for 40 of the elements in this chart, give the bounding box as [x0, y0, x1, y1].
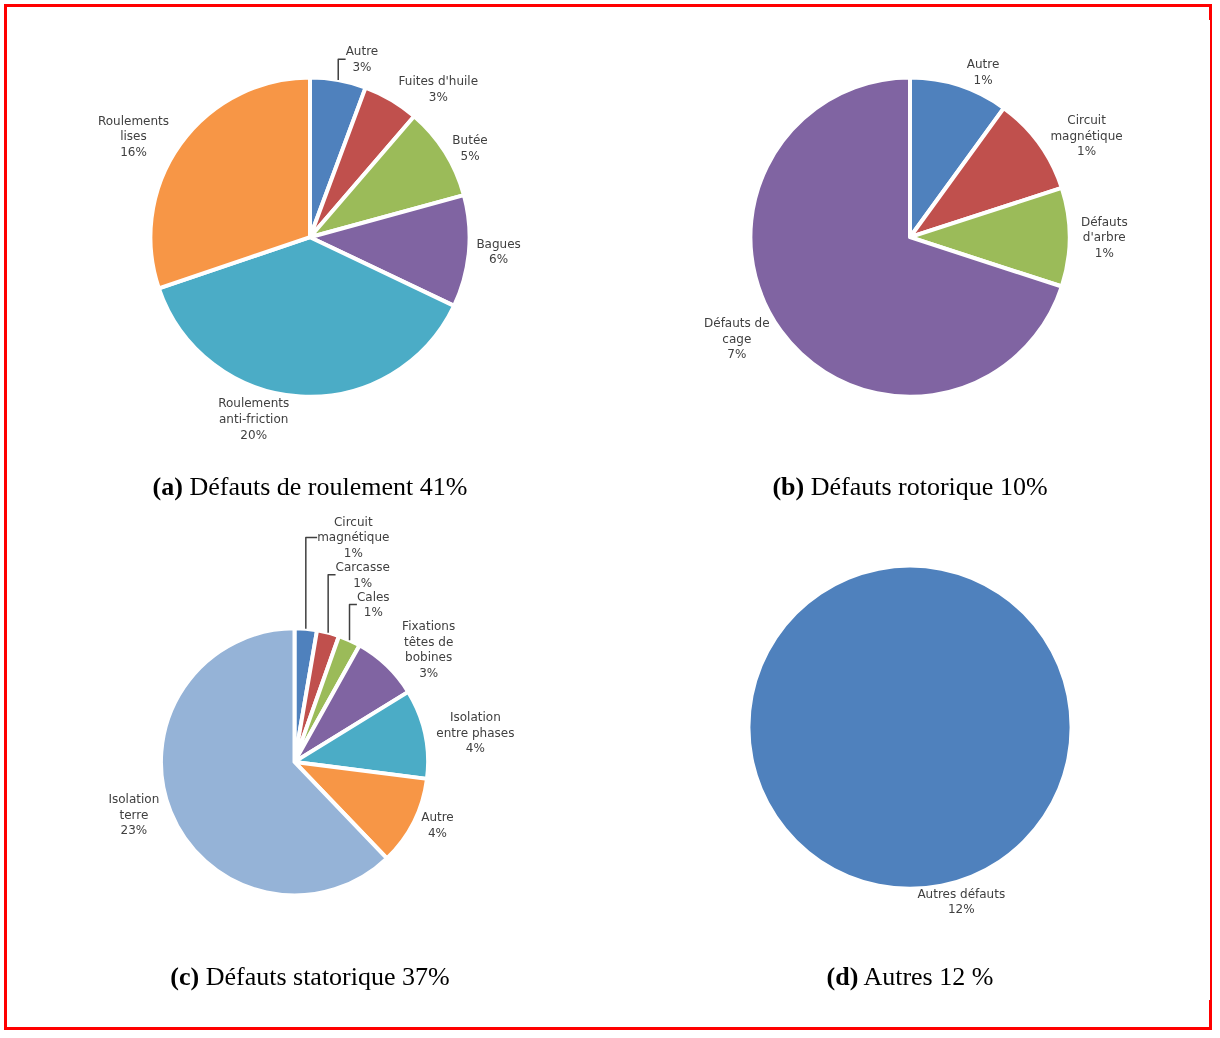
text: (a) Défauts de roulement 41% — [152, 472, 468, 502]
data-label: 23% — [120, 823, 148, 838]
data-label: 4% — [427, 825, 447, 840]
slice-label: Carcasse — [335, 560, 390, 575]
data-label: 3% — [352, 60, 372, 75]
slice-label: Butée — [452, 132, 488, 147]
slice-label: Isolation entre phases — [436, 710, 515, 740]
slice-label: Circuit magnétique — [1050, 112, 1123, 143]
data-label: 5% — [460, 148, 480, 163]
slice-label: Fuites d'huile — [398, 74, 479, 89]
text: (d) Autres 12 % — [826, 962, 994, 992]
data-label: 7% — [727, 347, 747, 362]
slice-label: Défauts de cage — [704, 316, 770, 346]
slice-label: Défauts d'arbre — [1080, 214, 1128, 245]
slice-label: Cales — [356, 589, 390, 604]
slice-label: Autres défauts — [917, 886, 1006, 901]
slice-label: Autre — [421, 810, 454, 825]
text: (b) Défauts rotorique 10% — [772, 472, 1048, 502]
data-label: 4% — [465, 741, 485, 756]
data-label: 3% — [419, 666, 439, 681]
data-label: 1% — [363, 605, 383, 620]
text: (c) Défauts statorique 37% — [170, 962, 450, 992]
data-label: 6% — [489, 252, 509, 267]
data-label: 1% — [343, 546, 363, 561]
slice-label: Circuit magnétique — [317, 514, 390, 545]
slice-label: Bagues — [476, 236, 521, 251]
data-label: 20% — [240, 427, 268, 442]
data-label: 1% — [973, 72, 993, 87]
data-label: 1% — [1094, 245, 1114, 260]
slice-label: Roulements anti-friction — [218, 396, 290, 427]
slice-label: Autre — [345, 44, 379, 59]
data-label: 1% — [1077, 144, 1097, 159]
slice-label: Roulements lises — [97, 113, 170, 144]
data-label: 3% — [428, 89, 448, 104]
data-label: 1% — [353, 575, 373, 590]
slice-label: Autre — [966, 57, 1000, 72]
slice-label: Fixations têtes de bobines — [402, 619, 456, 665]
data-label: 16% — [120, 145, 147, 160]
data-label: 12% — [947, 902, 975, 917]
slice-label: Isolation terre — [108, 792, 160, 822]
